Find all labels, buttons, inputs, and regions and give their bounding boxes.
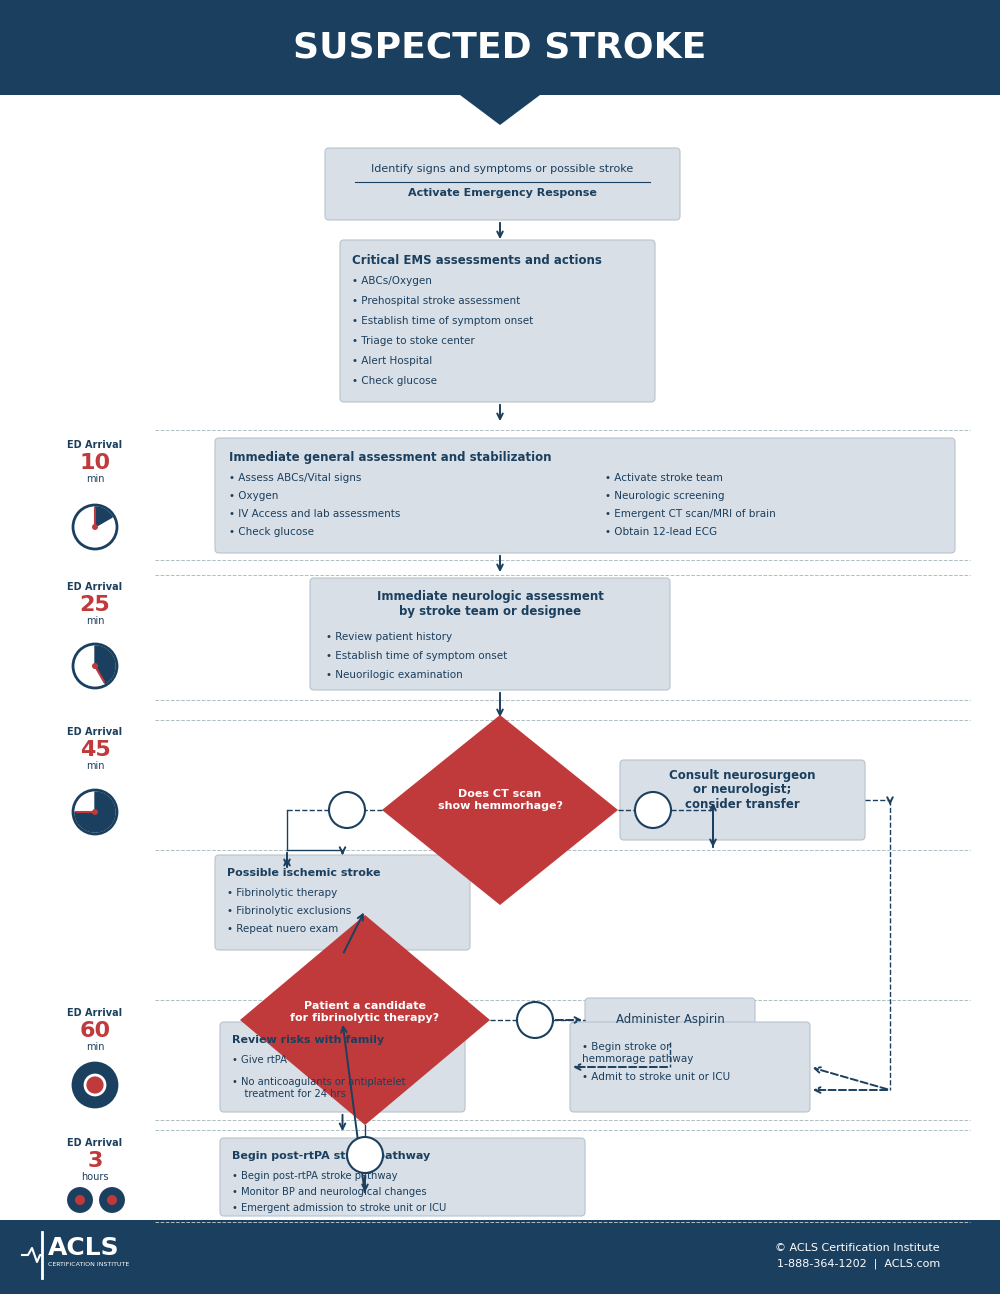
Text: Possible ischemic stroke: Possible ischemic stroke	[227, 868, 380, 879]
Text: • Review patient history: • Review patient history	[326, 631, 452, 642]
Text: 45: 45	[80, 740, 110, 760]
Text: Begin post-rtPA stroke pathway: Begin post-rtPA stroke pathway	[232, 1150, 430, 1161]
Text: • Triage to stoke center: • Triage to stoke center	[352, 336, 475, 345]
Text: • Assess ABCs/Vital signs: • Assess ABCs/Vital signs	[229, 474, 361, 483]
Text: • Neurologic screening: • Neurologic screening	[605, 490, 724, 501]
Text: 25: 25	[80, 595, 110, 615]
Text: min: min	[86, 616, 104, 626]
Text: ED Arrival: ED Arrival	[67, 1008, 123, 1018]
Text: • Activate stroke team: • Activate stroke team	[605, 474, 723, 483]
Text: CERTIFICATION INSTITUTE: CERTIFICATION INSTITUTE	[48, 1263, 129, 1268]
Text: 3: 3	[87, 1150, 103, 1171]
Text: Immediate neurologic assessment
by stroke team or designee: Immediate neurologic assessment by strok…	[377, 590, 603, 619]
FancyBboxPatch shape	[585, 998, 755, 1042]
Polygon shape	[240, 915, 490, 1124]
Polygon shape	[95, 646, 115, 683]
Text: • Give rtPA: • Give rtPA	[232, 1055, 287, 1065]
Text: min: min	[86, 474, 104, 484]
Circle shape	[517, 1002, 553, 1038]
Text: • Prehospital stroke assessment: • Prehospital stroke assessment	[352, 296, 520, 305]
Circle shape	[107, 1194, 117, 1205]
Text: ACLS: ACLS	[48, 1236, 120, 1260]
Text: Critical EMS assessments and actions: Critical EMS assessments and actions	[352, 254, 602, 267]
Text: • ABCs/Oxygen: • ABCs/Oxygen	[352, 276, 432, 286]
Polygon shape	[460, 94, 540, 126]
Text: • Fibrinolytic exclusions: • Fibrinolytic exclusions	[227, 906, 351, 916]
Text: • Begin stroke or
hemmorage pathway: • Begin stroke or hemmorage pathway	[582, 1042, 693, 1064]
Text: • Admit to stroke unit or ICU: • Admit to stroke unit or ICU	[582, 1071, 730, 1082]
Circle shape	[329, 792, 365, 828]
Text: min: min	[86, 761, 104, 771]
Text: 1-888-364-1202  |  ACLS.com: 1-888-364-1202 | ACLS.com	[777, 1259, 940, 1269]
Text: YES: YES	[356, 1150, 374, 1159]
Text: SUSPECTED STROKE: SUSPECTED STROKE	[293, 30, 707, 63]
FancyBboxPatch shape	[215, 855, 470, 950]
Text: 10: 10	[79, 453, 111, 474]
FancyBboxPatch shape	[340, 239, 655, 402]
Circle shape	[73, 644, 117, 688]
Circle shape	[75, 1194, 85, 1205]
FancyBboxPatch shape	[310, 578, 670, 690]
Text: YES: YES	[644, 805, 662, 814]
Text: Administer Aspirin: Administer Aspirin	[616, 1013, 724, 1026]
Circle shape	[635, 792, 671, 828]
Text: • No anticoagulants or antiplatelet
    treatment for 24 hrs: • No anticoagulants or antiplatelet trea…	[232, 1077, 406, 1099]
Text: • Begin post-rtPA stroke pathway: • Begin post-rtPA stroke pathway	[232, 1171, 398, 1181]
Text: © ACLS Certification Institute: © ACLS Certification Institute	[775, 1244, 940, 1253]
Bar	[0, 1220, 1000, 1294]
Text: ED Arrival: ED Arrival	[67, 1137, 123, 1148]
Text: • Establish time of symptom onset: • Establish time of symptom onset	[326, 651, 507, 661]
Text: Immediate general assessment and stabilization: Immediate general assessment and stabili…	[229, 452, 552, 465]
Text: Activate Emergency Response: Activate Emergency Response	[408, 188, 597, 198]
Text: hours: hours	[81, 1172, 109, 1181]
FancyBboxPatch shape	[220, 1137, 585, 1216]
Text: ED Arrival: ED Arrival	[67, 727, 123, 738]
Text: ED Arrival: ED Arrival	[67, 440, 123, 450]
Text: • Alert Hospital: • Alert Hospital	[352, 356, 432, 366]
Text: NO: NO	[527, 1016, 543, 1025]
Bar	[0, 0, 1000, 94]
Circle shape	[85, 1075, 105, 1095]
Text: Review risks with family: Review risks with family	[232, 1035, 384, 1046]
Text: • IV Access and lab assessments: • IV Access and lab assessments	[229, 509, 400, 519]
Text: NO: NO	[339, 805, 355, 814]
Circle shape	[73, 505, 117, 549]
Text: • Obtain 12-lead ECG: • Obtain 12-lead ECG	[605, 527, 717, 537]
Text: • Emergent admission to stroke unit or ICU: • Emergent admission to stroke unit or I…	[232, 1203, 446, 1212]
FancyBboxPatch shape	[220, 1022, 465, 1112]
Text: • Oxygen: • Oxygen	[229, 490, 278, 501]
Circle shape	[92, 809, 98, 815]
Text: min: min	[86, 1042, 104, 1052]
Text: • Emergent CT scan/MRI of brain: • Emergent CT scan/MRI of brain	[605, 509, 776, 519]
Polygon shape	[95, 507, 112, 527]
FancyBboxPatch shape	[325, 148, 680, 220]
Text: • Check glucose: • Check glucose	[229, 527, 314, 537]
Circle shape	[92, 663, 98, 669]
Text: • Neuorilogic examination: • Neuorilogic examination	[326, 670, 463, 681]
Text: Does CT scan
show hemmorhage?: Does CT scan show hemmorhage?	[438, 789, 562, 811]
Text: • Establish time of symptom onset: • Establish time of symptom onset	[352, 316, 533, 326]
Text: • Repeat nuero exam: • Repeat nuero exam	[227, 924, 338, 934]
Circle shape	[73, 1062, 117, 1106]
Circle shape	[347, 1137, 383, 1172]
Polygon shape	[382, 716, 618, 905]
Text: ED Arrival: ED Arrival	[67, 582, 123, 591]
FancyBboxPatch shape	[620, 760, 865, 840]
Circle shape	[73, 791, 117, 835]
Circle shape	[92, 524, 98, 531]
Circle shape	[98, 1187, 126, 1214]
Text: • Check glucose: • Check glucose	[352, 377, 437, 386]
Text: • Monitor BP and neurological changes: • Monitor BP and neurological changes	[232, 1187, 427, 1197]
Text: Patient a candidate
for fibrinolytic therapy?: Patient a candidate for fibrinolytic the…	[290, 1002, 440, 1022]
FancyBboxPatch shape	[215, 437, 955, 553]
Text: 60: 60	[79, 1021, 111, 1040]
Text: • Fibrinolytic therapy: • Fibrinolytic therapy	[227, 888, 337, 898]
Polygon shape	[75, 792, 115, 832]
Text: Consult neurosurgeon
or neurologist;
consider transfer: Consult neurosurgeon or neurologist; con…	[669, 769, 816, 811]
FancyBboxPatch shape	[570, 1022, 810, 1112]
Text: Identify signs and symptoms or possible stroke: Identify signs and symptoms or possible …	[371, 164, 634, 173]
Circle shape	[66, 1187, 94, 1214]
